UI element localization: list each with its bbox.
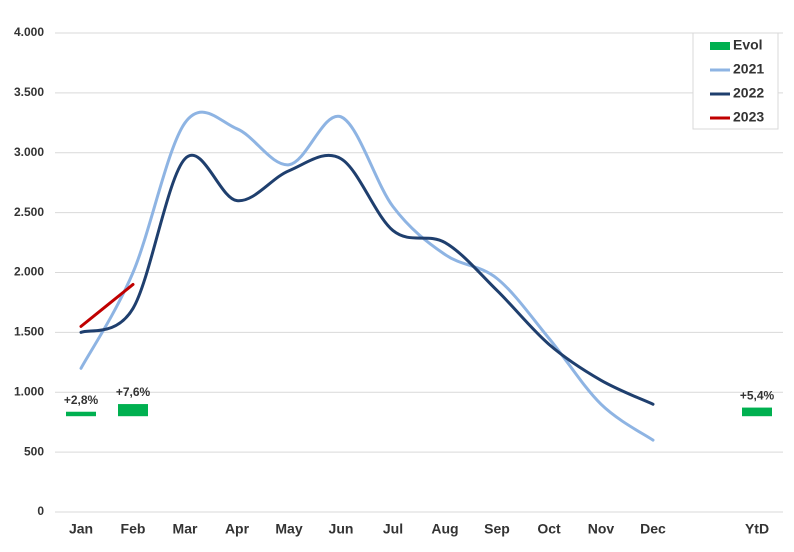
- y-tick-label: 3.000: [14, 145, 44, 159]
- bar: [66, 411, 96, 417]
- y-tick-label: 1.000: [14, 384, 44, 398]
- x-tick-label: Sep: [484, 521, 510, 537]
- x-tick-label: May: [275, 521, 302, 537]
- legend-label: 2022: [733, 85, 764, 101]
- x-tick-label: Feb: [121, 521, 146, 537]
- y-tick-label: 500: [24, 444, 44, 458]
- data-label: +2,8%: [64, 393, 99, 407]
- x-tick-label: Apr: [225, 521, 250, 537]
- x-tick-label: Aug: [431, 521, 458, 537]
- x-tick-label: Dec: [640, 521, 666, 537]
- bar: [742, 407, 772, 417]
- bar: [118, 404, 148, 417]
- y-tick-label: 4.000: [14, 25, 44, 39]
- y-tick-label: 3.500: [14, 85, 44, 99]
- line: [79, 282, 135, 328]
- data-label: +5,4%: [740, 389, 775, 403]
- x-tick-label: Oct: [537, 521, 561, 537]
- y-tick-label: 2.500: [14, 205, 44, 219]
- legend-box: [692, 32, 779, 130]
- legend-label: Evol: [733, 37, 763, 53]
- data-label: +7,6%: [116, 385, 151, 399]
- x-tick-label: Mar: [173, 521, 198, 537]
- x-tick-label: Jul: [383, 521, 403, 537]
- y-tick-label: 1.500: [14, 325, 44, 339]
- legend-swatch: [710, 42, 730, 50]
- y-tick-label: 2.000: [14, 265, 44, 279]
- x-tick-label: YtD: [745, 521, 769, 537]
- y-tick-label: 0: [37, 504, 44, 518]
- x-tick-label: Nov: [588, 521, 615, 537]
- x-tick-label: Jan: [69, 521, 93, 537]
- legend-label: 2021: [733, 61, 764, 77]
- legend-label: 2023: [733, 109, 764, 125]
- x-tick-label: Jun: [329, 521, 354, 537]
- line: [79, 153, 655, 406]
- line: [79, 110, 655, 442]
